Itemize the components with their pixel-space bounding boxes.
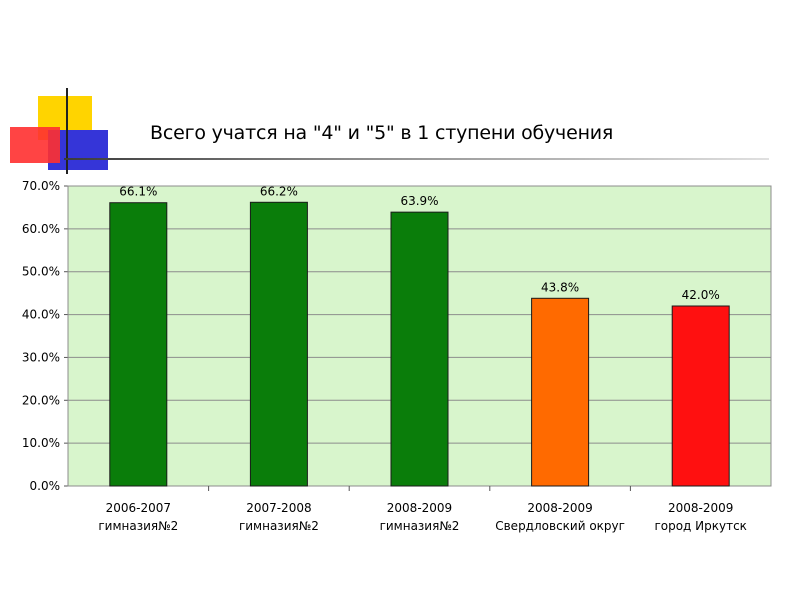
bar [249, 201, 308, 487]
x-category-label: 2007-2008 [246, 501, 311, 515]
x-category-label: гимназия№2 [98, 519, 178, 533]
x-category-label: 2006-2007 [106, 501, 171, 515]
decor-vertical-line [66, 88, 68, 174]
x-category-label: 2008-2009 [387, 501, 452, 515]
slide-title: Всего учатся на "4" и "5" в 1 ступени об… [150, 122, 614, 144]
data-label: 43.8% [541, 280, 579, 294]
y-tick-label: 0.0% [30, 479, 61, 493]
y-tick-label: 40.0% [22, 308, 60, 322]
y-tick-label: 20.0% [22, 393, 60, 407]
title-divider [64, 158, 769, 160]
bar [390, 211, 449, 487]
data-label: 66.1% [119, 185, 157, 199]
x-category-label: город Иркутск [654, 519, 747, 533]
x-category-label: Свердловский округ [495, 519, 625, 533]
data-label: 42.0% [682, 288, 720, 302]
y-tick-label: 60.0% [22, 222, 60, 236]
x-category-label: гимназия№2 [239, 519, 319, 533]
bar [671, 305, 730, 487]
y-tick-label: 30.0% [22, 350, 60, 364]
y-tick-label: 50.0% [22, 265, 60, 279]
data-label: 66.2% [260, 184, 298, 198]
y-tick-label: 10.0% [22, 436, 60, 450]
bar [531, 297, 590, 487]
bar [109, 202, 168, 487]
decor-square-red [10, 127, 60, 163]
y-tick-label: 70.0% [22, 179, 60, 193]
x-category-label: гимназия№2 [380, 519, 460, 533]
x-category-label: 2008-2009 [527, 501, 592, 515]
x-category-label: 2008-2009 [668, 501, 733, 515]
data-label: 63.9% [400, 194, 438, 208]
